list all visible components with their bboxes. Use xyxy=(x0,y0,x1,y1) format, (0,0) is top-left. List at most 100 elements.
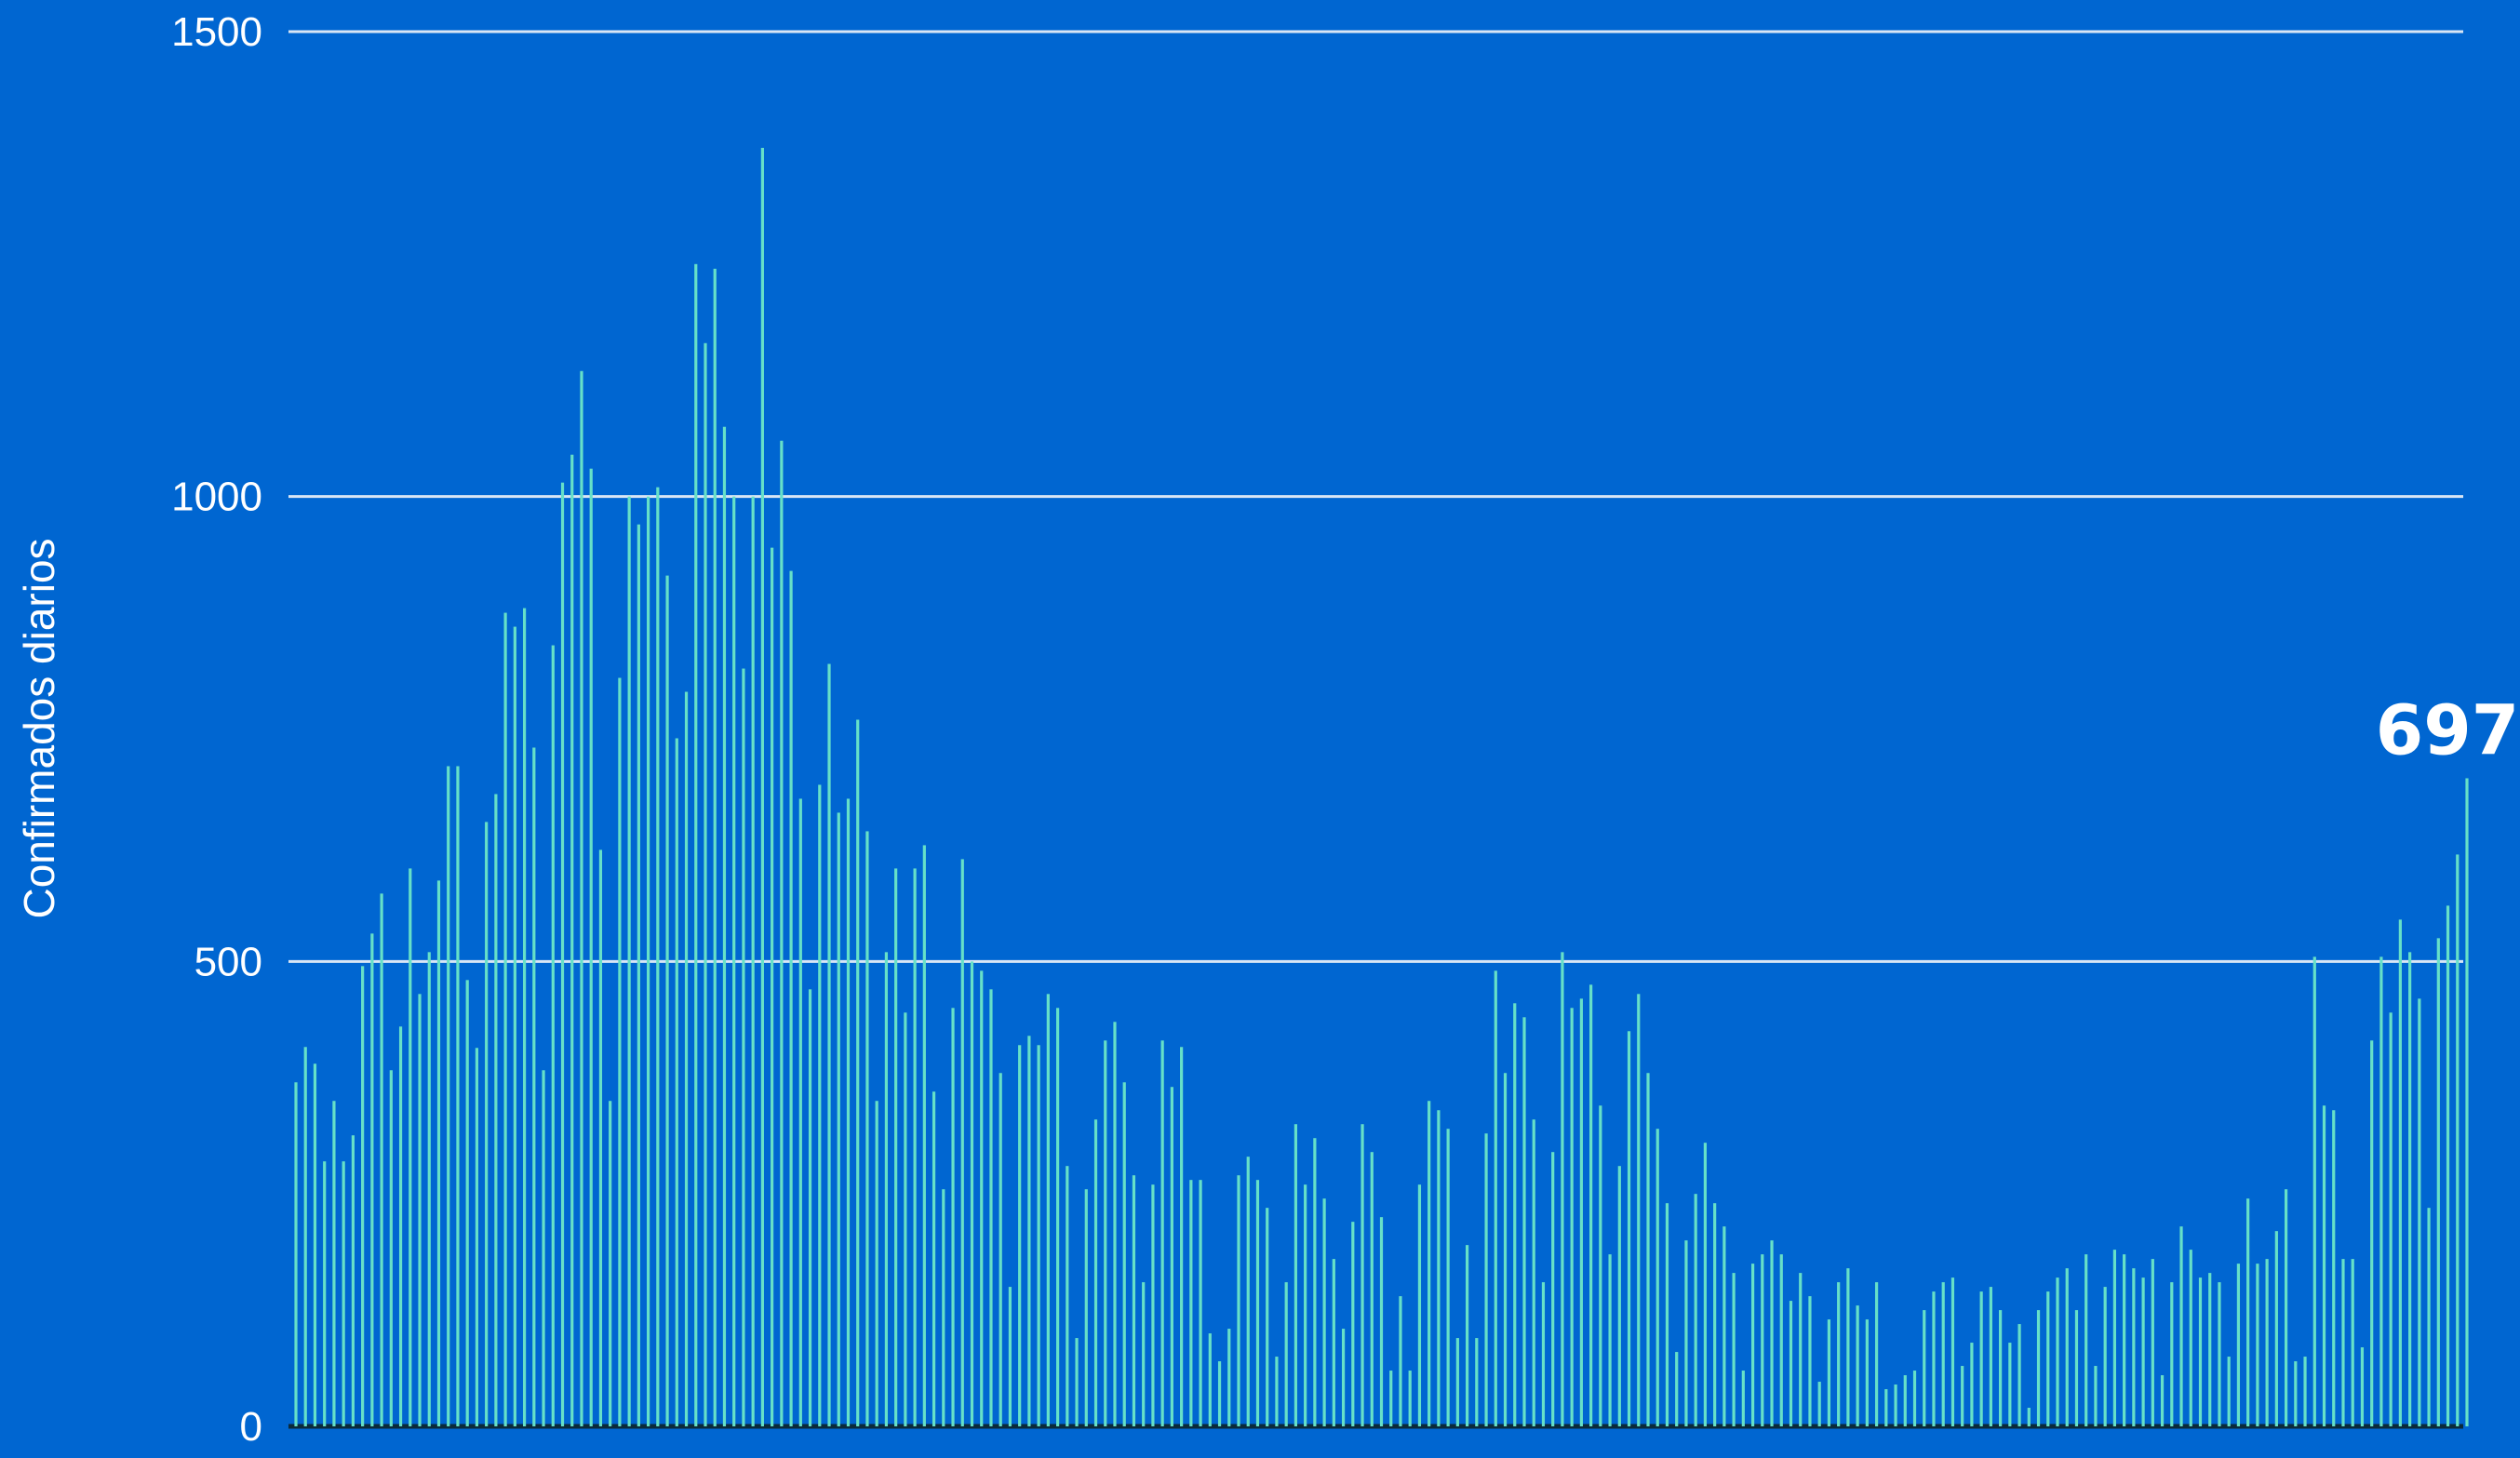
bar xyxy=(760,147,764,1426)
bar xyxy=(1932,1291,1936,1426)
bar xyxy=(913,868,917,1426)
bar xyxy=(2370,1040,2374,1426)
bar xyxy=(1399,1296,1402,1426)
bar xyxy=(1722,1226,1726,1426)
bar xyxy=(2027,1408,2031,1426)
bar xyxy=(2056,1277,2059,1426)
bar xyxy=(475,1048,479,1426)
bar xyxy=(1646,1073,1650,1426)
bar xyxy=(808,989,812,1426)
bar xyxy=(1046,994,1050,1426)
bar xyxy=(465,980,469,1426)
bar xyxy=(1732,1273,1736,1426)
bar xyxy=(1313,1138,1317,1426)
bar xyxy=(1684,1240,1688,1426)
bar xyxy=(1894,1384,1897,1426)
bar xyxy=(1599,1105,1602,1426)
bar xyxy=(980,970,984,1426)
bar xyxy=(1389,1371,1393,1426)
bar xyxy=(2046,1291,2050,1426)
bar xyxy=(1370,1152,1374,1426)
bar xyxy=(2256,1264,2259,1426)
bar xyxy=(1789,1301,1793,1426)
bar xyxy=(1608,1254,1612,1426)
bar xyxy=(1750,1264,1755,1426)
bar xyxy=(2436,938,2440,1426)
bar xyxy=(1304,1184,1307,1426)
bar xyxy=(1846,1268,1850,1426)
bar xyxy=(1779,1254,1783,1426)
y-tick-labels: 0 500 1000 1500 xyxy=(171,9,262,1450)
bar xyxy=(2446,905,2450,1426)
bar xyxy=(560,482,565,1426)
bar xyxy=(1579,998,1583,1426)
bar xyxy=(2179,1226,2183,1426)
bar xyxy=(904,1012,907,1426)
bar xyxy=(894,868,898,1426)
bar xyxy=(647,496,650,1426)
bar xyxy=(1503,1073,1508,1426)
bar xyxy=(447,766,450,1426)
bar xyxy=(1532,1119,1535,1426)
bar xyxy=(1428,1101,1431,1426)
bar xyxy=(503,612,507,1426)
bar xyxy=(637,524,640,1426)
bar xyxy=(513,626,516,1426)
y-tick-label: 1000 xyxy=(171,475,262,520)
bar xyxy=(2465,778,2469,1426)
bar xyxy=(1941,1282,1945,1426)
bar xyxy=(570,454,574,1427)
bar xyxy=(960,859,964,1426)
bar xyxy=(1113,1022,1117,1426)
bar xyxy=(742,668,745,1426)
bar xyxy=(1741,1371,1745,1426)
bar xyxy=(1255,1180,1260,1426)
bar xyxy=(884,952,889,1426)
bar xyxy=(1799,1273,1803,1426)
bar xyxy=(1465,1245,1469,1426)
bar xyxy=(409,868,412,1426)
bar xyxy=(351,1135,355,1426)
bar xyxy=(2265,1259,2269,1426)
bar xyxy=(684,691,689,1426)
bar xyxy=(1513,1003,1517,1426)
bar xyxy=(618,677,622,1426)
bars xyxy=(294,147,2469,1427)
bar xyxy=(2132,1268,2136,1426)
bar xyxy=(2123,1254,2126,1426)
bar xyxy=(2008,1343,2012,1426)
bar xyxy=(1561,952,1564,1426)
bar xyxy=(2341,1259,2345,1426)
bar xyxy=(732,496,736,1426)
bar xyxy=(609,1101,612,1426)
bar xyxy=(2103,1287,2107,1426)
bar xyxy=(1170,1087,1173,1426)
bar xyxy=(485,822,489,1426)
bar xyxy=(2303,1357,2307,1426)
bar xyxy=(789,570,793,1426)
bar xyxy=(1665,1203,1669,1426)
bar xyxy=(1322,1198,1326,1426)
bar xyxy=(2379,956,2383,1426)
bar xyxy=(1284,1282,1288,1426)
bar xyxy=(2017,1324,2021,1426)
bar xyxy=(589,468,593,1427)
bar xyxy=(1151,1184,1155,1426)
bar xyxy=(999,1073,1002,1426)
bar xyxy=(303,1047,307,1426)
bar xyxy=(2218,1282,2221,1426)
bar xyxy=(1694,1194,1697,1426)
bar xyxy=(1817,1382,1821,1426)
bar xyxy=(532,747,536,1426)
bar xyxy=(494,794,498,1426)
bar xyxy=(1961,1366,1964,1426)
bar xyxy=(1551,1152,1555,1426)
bar xyxy=(313,1063,317,1426)
bar xyxy=(1104,1040,1107,1426)
bar xyxy=(1884,1389,1888,1426)
bar xyxy=(1475,1338,1479,1426)
bar xyxy=(342,1161,345,1426)
y-tick-label: 0 xyxy=(240,1404,262,1450)
bar xyxy=(2141,1277,2145,1426)
bar xyxy=(1027,1036,1031,1426)
